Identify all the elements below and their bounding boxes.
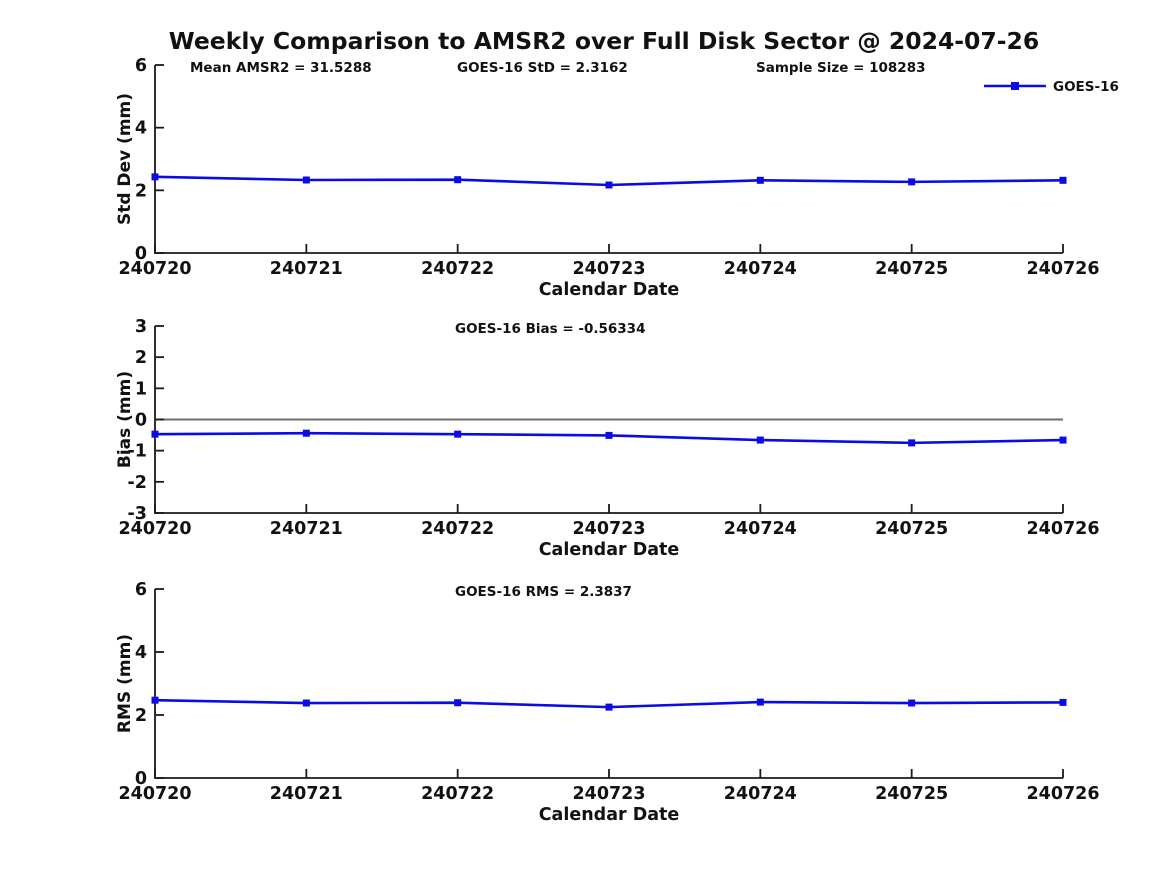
y-tick-label: 0 — [135, 244, 147, 264]
y-tick-label: -2 — [128, 473, 147, 493]
data-point-marker — [1059, 698, 1067, 706]
y-axis-label: Std Dev (mm) — [115, 93, 135, 225]
x-tick-label: 240726 — [1026, 519, 1099, 539]
data-point-marker — [454, 430, 462, 438]
x-tick-label: 240726 — [1026, 784, 1099, 804]
y-tick-label: 6 — [135, 56, 147, 76]
y-tick-label: -3 — [128, 504, 147, 524]
data-point-marker — [454, 176, 462, 184]
data-point-marker — [605, 181, 613, 189]
x-tick-label: 240722 — [421, 784, 494, 804]
y-tick-label: 3 — [135, 317, 147, 337]
y-axis-label: Bias (mm) — [115, 371, 135, 468]
legend-marker — [1011, 82, 1019, 90]
x-tick-label: 240724 — [724, 259, 797, 279]
y-axis-label: RMS (mm) — [115, 634, 135, 733]
data-point-marker — [302, 429, 310, 437]
axis-spine — [154, 65, 1063, 254]
x-tick-label: 240725 — [875, 519, 948, 539]
data-point-marker — [302, 699, 310, 707]
x-axis-label: Calendar Date — [539, 540, 680, 560]
y-tick-label: 2 — [135, 348, 147, 368]
data-point-marker — [605, 703, 613, 711]
data-point-marker — [302, 176, 310, 184]
x-tick-label: 240721 — [270, 259, 343, 279]
x-tick-label: 240721 — [270, 519, 343, 539]
x-tick-label: 240722 — [421, 519, 494, 539]
x-tick-label: 240722 — [421, 259, 494, 279]
figure-title: Weekly Comparison to AMSR2 over Full Dis… — [169, 27, 1039, 55]
y-tick-label: 2 — [135, 706, 147, 726]
data-point-marker — [1059, 436, 1067, 444]
y-tick-label: 6 — [135, 580, 147, 600]
y-tick-label: 0 — [135, 769, 147, 789]
x-tick-label: 240725 — [875, 784, 948, 804]
x-tick-label: 240725 — [875, 259, 948, 279]
data-point-marker — [908, 699, 916, 707]
annotation-text: Sample Size = 108283 — [756, 60, 925, 76]
plot-bias: -3 -2 -1 0 1 2 3 240720 240721 240722 240723 240724… — [115, 317, 1100, 560]
y-tick-label: 4 — [135, 643, 147, 663]
x-tick-label: 240720 — [118, 259, 191, 279]
data-point-marker — [908, 439, 916, 447]
y-tick-label: 1 — [135, 379, 147, 399]
x-tick-label: 240724 — [724, 784, 797, 804]
annotation-text: GOES-16 RMS = 2.3837 — [455, 584, 632, 600]
x-tick-label: 240724 — [724, 519, 797, 539]
data-point-marker — [908, 178, 916, 186]
y-tick-label: 4 — [135, 119, 147, 139]
data-point-marker — [151, 430, 159, 438]
annotation-text: GOES-16 Bias = -0.56334 — [455, 321, 645, 337]
data-point-marker — [756, 176, 764, 184]
x-axis-label: Calendar Date — [539, 805, 680, 825]
data-point-marker — [151, 696, 159, 704]
data-point-marker — [756, 698, 764, 706]
x-tick-label: 240723 — [572, 784, 645, 804]
data-point-marker — [454, 699, 462, 707]
x-tick-label: 240720 — [118, 784, 191, 804]
plot-std-dev: 0 2 4 6 240720 240721 240722 240723 240724 240725… — [115, 56, 1119, 300]
x-tick-label: 240726 — [1026, 259, 1099, 279]
data-point-marker — [151, 173, 159, 181]
data-point-marker — [605, 431, 613, 439]
x-tick-label: 240723 — [572, 259, 645, 279]
data-point-marker — [756, 436, 764, 444]
data-point-marker — [1059, 176, 1067, 184]
annotation-text: Mean AMSR2 = 31.5288 — [190, 60, 372, 76]
y-tick-label: 0 — [135, 411, 147, 431]
axis-spine — [154, 589, 1063, 779]
y-tick-label: -1 — [128, 442, 147, 462]
x-tick-label: 240721 — [270, 784, 343, 804]
annotation-text: GOES-16 StD = 2.3162 — [457, 60, 628, 76]
plot-rms: 0 2 4 6 240720 240721 240722 240723 240724 240725… — [115, 580, 1100, 825]
x-tick-label: 240720 — [118, 519, 191, 539]
x-tick-label: 240723 — [572, 519, 645, 539]
x-axis-label: Calendar Date — [539, 280, 680, 300]
y-tick-label: 2 — [135, 181, 147, 201]
legend-label: GOES-16 — [1053, 79, 1119, 95]
